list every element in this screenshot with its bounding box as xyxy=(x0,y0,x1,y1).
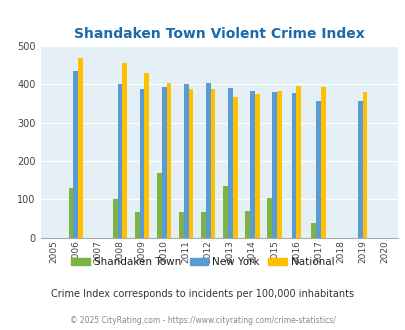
Bar xyxy=(296,85,301,238)
Bar xyxy=(122,63,127,238)
Bar xyxy=(362,92,367,238)
Legend: Shandaken Town, New York, National: Shandaken Town, New York, National xyxy=(67,253,338,271)
Bar xyxy=(166,82,171,238)
Bar xyxy=(68,188,73,238)
Bar xyxy=(139,89,144,238)
Bar xyxy=(227,87,232,238)
Bar xyxy=(200,212,205,238)
Bar xyxy=(188,89,193,238)
Text: © 2025 CityRating.com - https://www.cityrating.com/crime-statistics/: © 2025 CityRating.com - https://www.city… xyxy=(70,316,335,325)
Bar xyxy=(134,212,139,238)
Bar xyxy=(245,211,249,238)
Text: Crime Index corresponds to incidents per 100,000 inhabitants: Crime Index corresponds to incidents per… xyxy=(51,289,354,299)
Bar xyxy=(144,73,149,238)
Bar xyxy=(357,101,362,238)
Bar xyxy=(266,198,271,238)
Bar xyxy=(117,84,122,238)
Bar xyxy=(73,71,78,238)
Bar xyxy=(113,199,117,238)
Bar xyxy=(205,82,210,238)
Bar xyxy=(179,212,183,238)
Title: Shandaken Town Violent Crime Index: Shandaken Town Violent Crime Index xyxy=(74,27,364,41)
Bar xyxy=(311,223,315,238)
Bar xyxy=(183,84,188,238)
Bar xyxy=(291,93,296,238)
Bar xyxy=(276,91,281,238)
Bar xyxy=(161,87,166,238)
Bar xyxy=(254,94,259,238)
Bar xyxy=(249,91,254,238)
Bar xyxy=(222,186,227,238)
Bar xyxy=(78,58,83,238)
Bar xyxy=(210,89,215,238)
Bar xyxy=(271,92,276,238)
Bar xyxy=(320,87,325,238)
Bar xyxy=(156,173,161,238)
Bar xyxy=(315,101,320,238)
Bar xyxy=(232,97,237,238)
